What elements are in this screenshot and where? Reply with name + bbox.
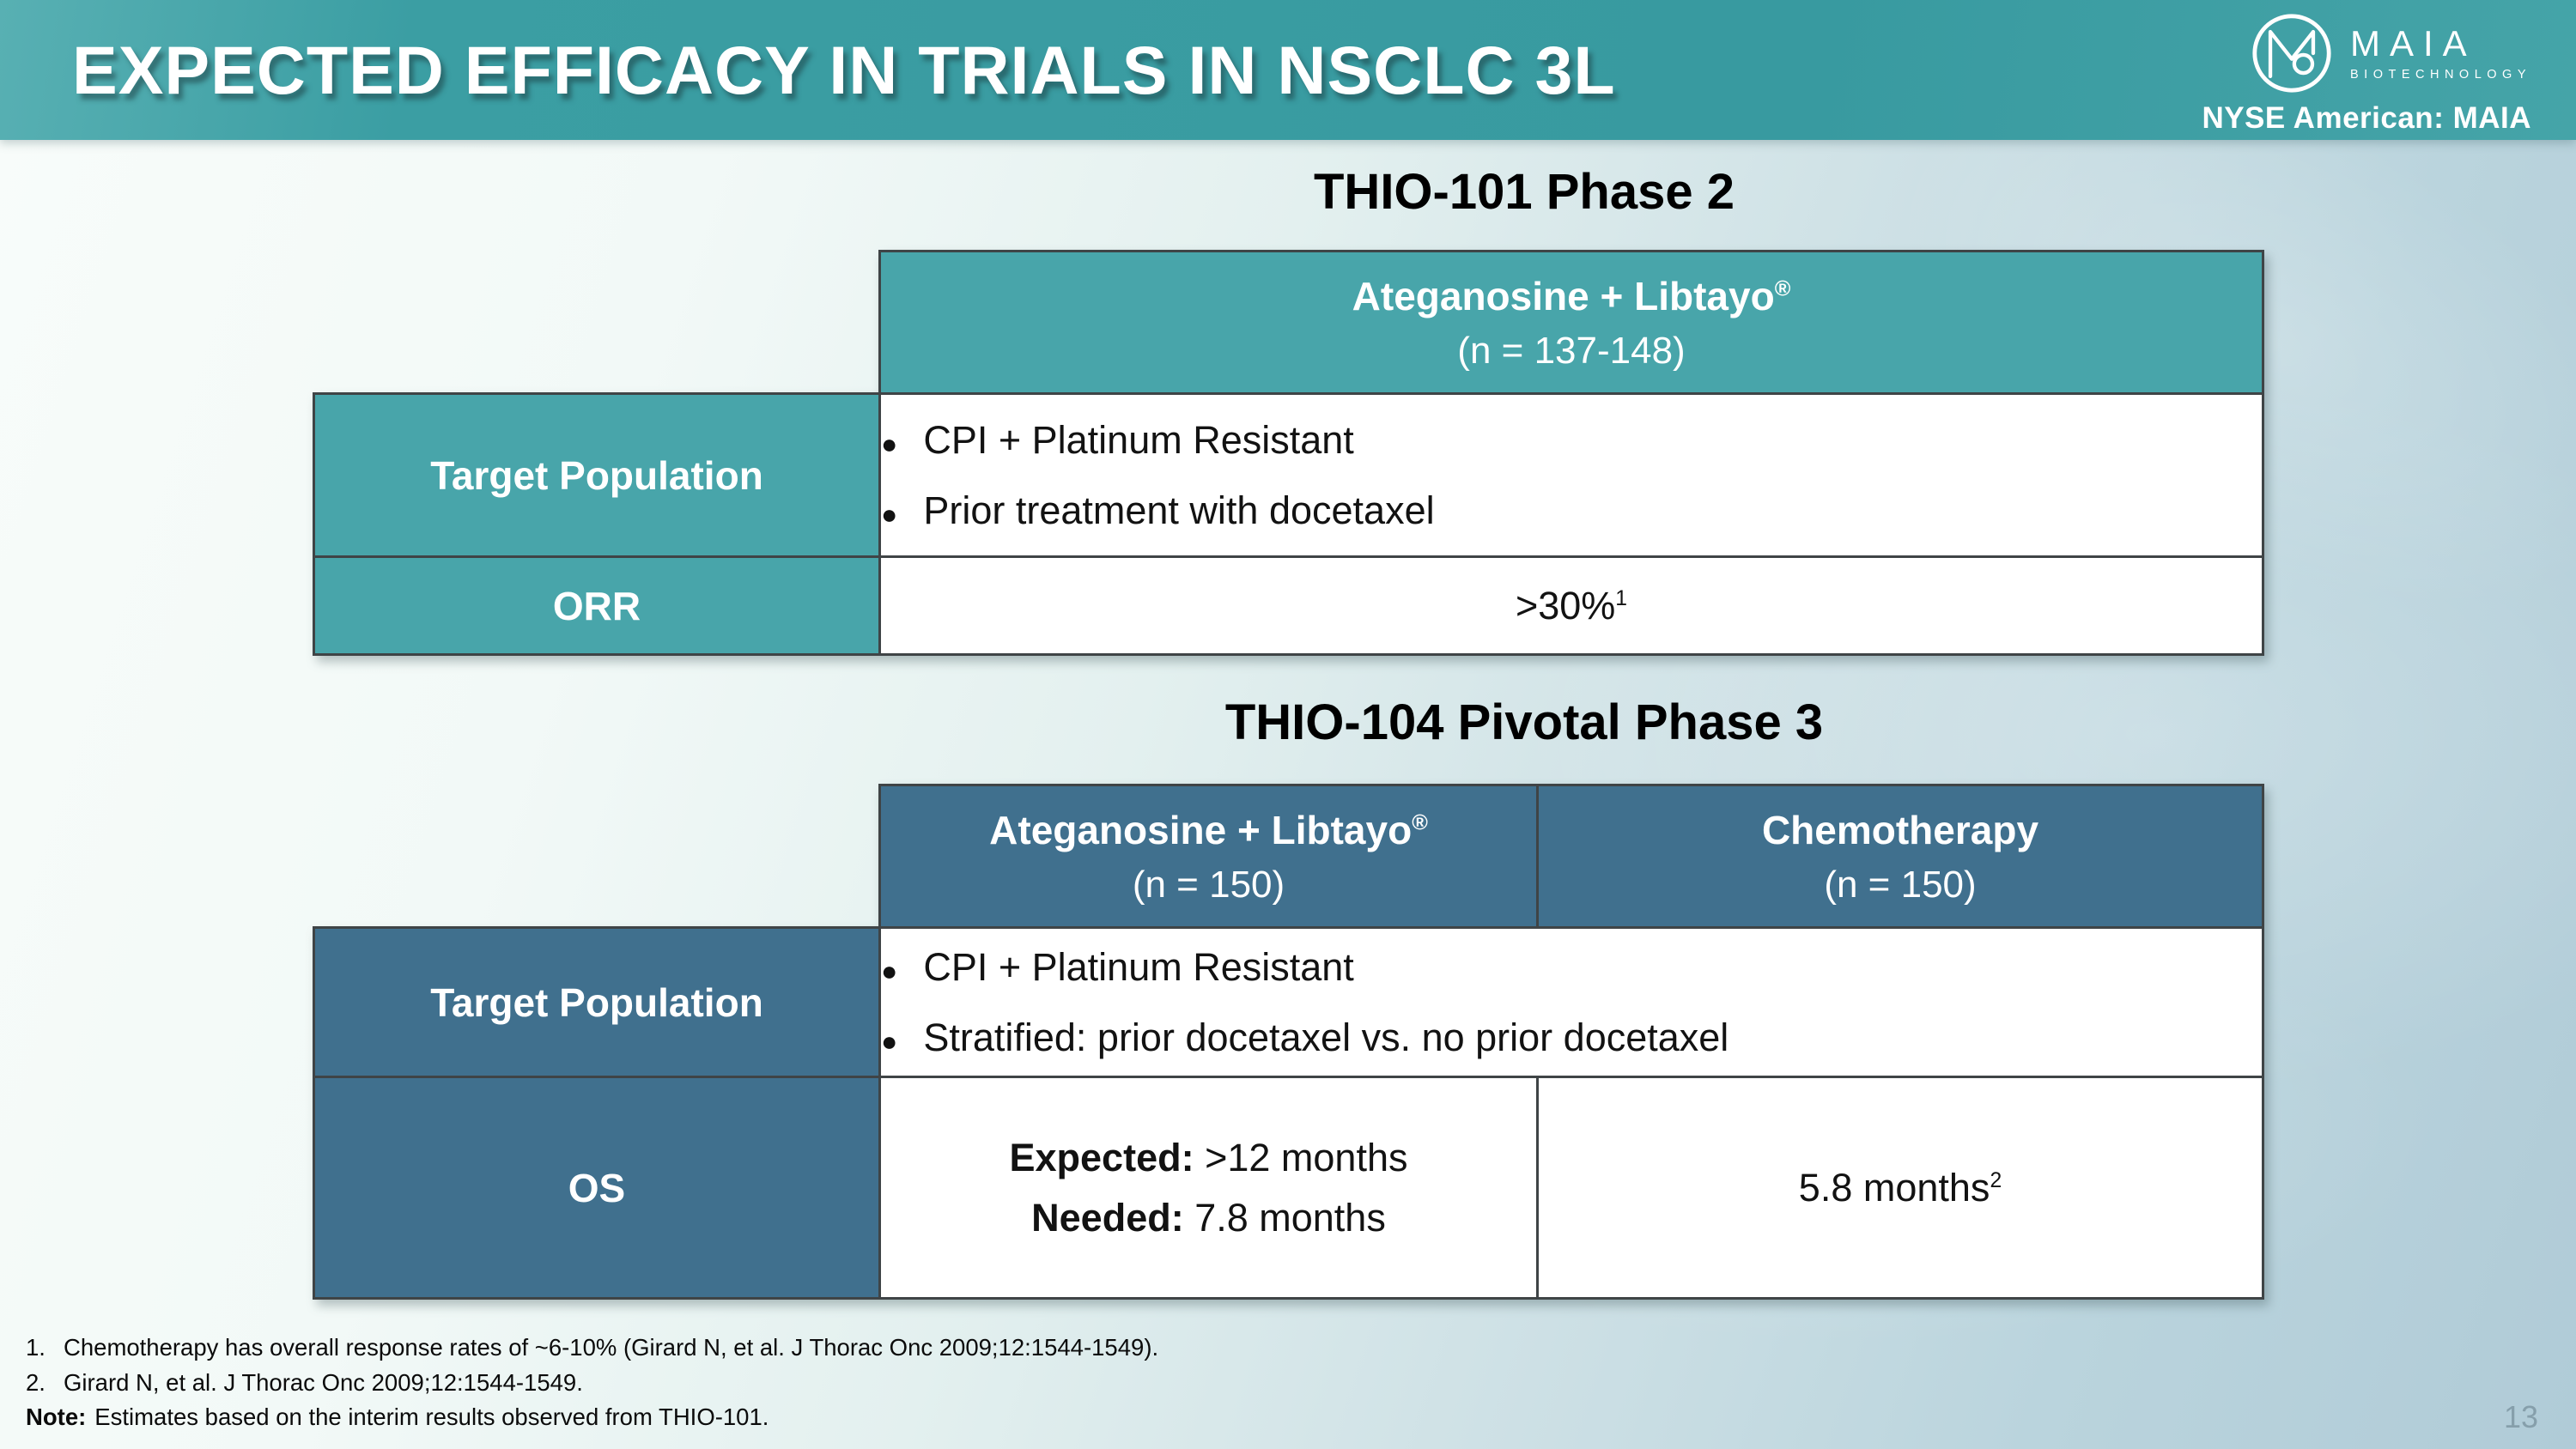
bullet-item: ● Prior treatment with docetaxel	[881, 488, 1435, 532]
footnote-ref-2: 2	[1990, 1168, 2002, 1192]
bullet-icon: ●	[881, 498, 898, 530]
phase3-arm2-name: Chemotherapy	[1761, 807, 2039, 852]
phase3-arm1-header-cell: Ateganosine + Libtayo® (n = 150)	[878, 784, 1539, 929]
phase3-arm2-n: (n = 150)	[1824, 863, 1977, 906]
table-corner-spacer	[314, 252, 880, 394]
phase3-os-arm1-value-cell: Expected: >12 months Needed: 7.8 months	[878, 1076, 1539, 1300]
bullet-item: ● Stratified: prior docetaxel vs. no prio…	[881, 1015, 1729, 1059]
phase2-heading: THIO-101 Phase 2	[1314, 164, 1735, 220]
nyse-ticker: NYSE American: MAIA	[2202, 101, 2531, 135]
phase2-arm-header-cell: Ateganosine + Libtayo® (n = 137-148)	[878, 250, 2264, 395]
slide-title: EXPECTED EFFICACY IN TRIALS IN NSCLC 3L	[72, 32, 1616, 108]
header-bar: EXPECTED EFFICACY IN TRIALS IN NSCLC 3L …	[0, 0, 2576, 140]
footnotes: 1. Chemotherapy has overall response rat…	[26, 1331, 1158, 1435]
phase2-target-population-value-cell: ● CPI + Platinum Resistant ● Prior treatme…	[878, 392, 2264, 558]
phase2-arm-name: Ateganosine + Libtayo®	[1352, 273, 1791, 318]
footnote-note: Note: Estimates based on the interim res…	[26, 1400, 1158, 1435]
maia-subtext: BIOTECHNOLOGY	[2350, 68, 2531, 82]
phase3-os-arm2-value-cell: 5.8 months2	[1536, 1076, 2264, 1300]
footnote-1-text: Chemotherapy has overall response rates …	[64, 1334, 1159, 1361]
footnote-ref-1: 1	[1615, 586, 1628, 610]
phase3-target-population-value-cell: ● CPI + Platinum Resistant ● Stratified: p…	[878, 926, 2264, 1078]
footnote-note-label: Note:	[26, 1404, 87, 1430]
phase3-arm1-n: (n = 150)	[1132, 863, 1285, 906]
phase3-heading: THIO-104 Pivotal Phase 3	[1224, 694, 1824, 750]
phase2-orr-value-cell: >30%1	[878, 555, 2264, 656]
footnote-2: 2. Girard N, et al. J Thorac Onc 2009;12…	[26, 1366, 1158, 1401]
bullet-item: ● CPI + Platinum Resistant	[881, 417, 1354, 462]
footnote-2-number: 2.	[26, 1368, 46, 1396]
footnote-1-number: 1.	[26, 1334, 46, 1361]
maia-logo: MAIA BIOTECHNOLOGY	[2251, 12, 2531, 94]
bullet-icon: ●	[881, 1025, 898, 1057]
bullet-item: ● CPI + Platinum Resistant	[881, 944, 1354, 989]
phase2-orr-label-cell: ORR	[313, 555, 881, 656]
phase2-target-population-label-cell: Target Population	[313, 392, 881, 558]
registered-trademark-icon: ®	[1774, 276, 1791, 301]
os-expected-line: Expected: >12 months	[1009, 1135, 1408, 1179]
footnote-note-text: Estimates based on the interim results o…	[94, 1404, 769, 1430]
footnote-1: 1. Chemotherapy has overall response rat…	[26, 1331, 1158, 1366]
page-number: 13	[2503, 1399, 2538, 1434]
phase2-arm-n: (n = 137-148)	[1457, 329, 1686, 372]
phase3-target-population-label-cell: Target Population	[313, 926, 881, 1078]
maia-monogram-circle-icon	[2251, 12, 2333, 94]
os-needed-line: Needed: 7.8 months	[1031, 1195, 1386, 1240]
phase3-arm2-header-cell: Chemotherapy (n = 150)	[1536, 784, 2264, 929]
bullet-icon: ●	[881, 427, 898, 459]
table-corner-spacer	[314, 785, 880, 928]
phase2-table: Ateganosine + Libtayo® (n = 137-148) Tar…	[313, 250, 2264, 656]
maia-wordmark: MAIA	[2350, 23, 2476, 64]
phase3-os-label-cell: OS	[313, 1076, 881, 1300]
footnote-2-text: Girard N, et al. J Thorac Onc 2009;12:15…	[64, 1368, 583, 1396]
phase3-table: Ateganosine + Libtayo® (n = 150) Chemoth…	[313, 784, 2264, 1300]
maia-logo-text-block: MAIA BIOTECHNOLOGY	[2350, 25, 2531, 82]
phase3-arm1-name: Ateganosine + Libtayo®	[989, 807, 1428, 852]
bullet-icon: ●	[881, 955, 898, 986]
registered-trademark-icon: ®	[1412, 810, 1428, 835]
